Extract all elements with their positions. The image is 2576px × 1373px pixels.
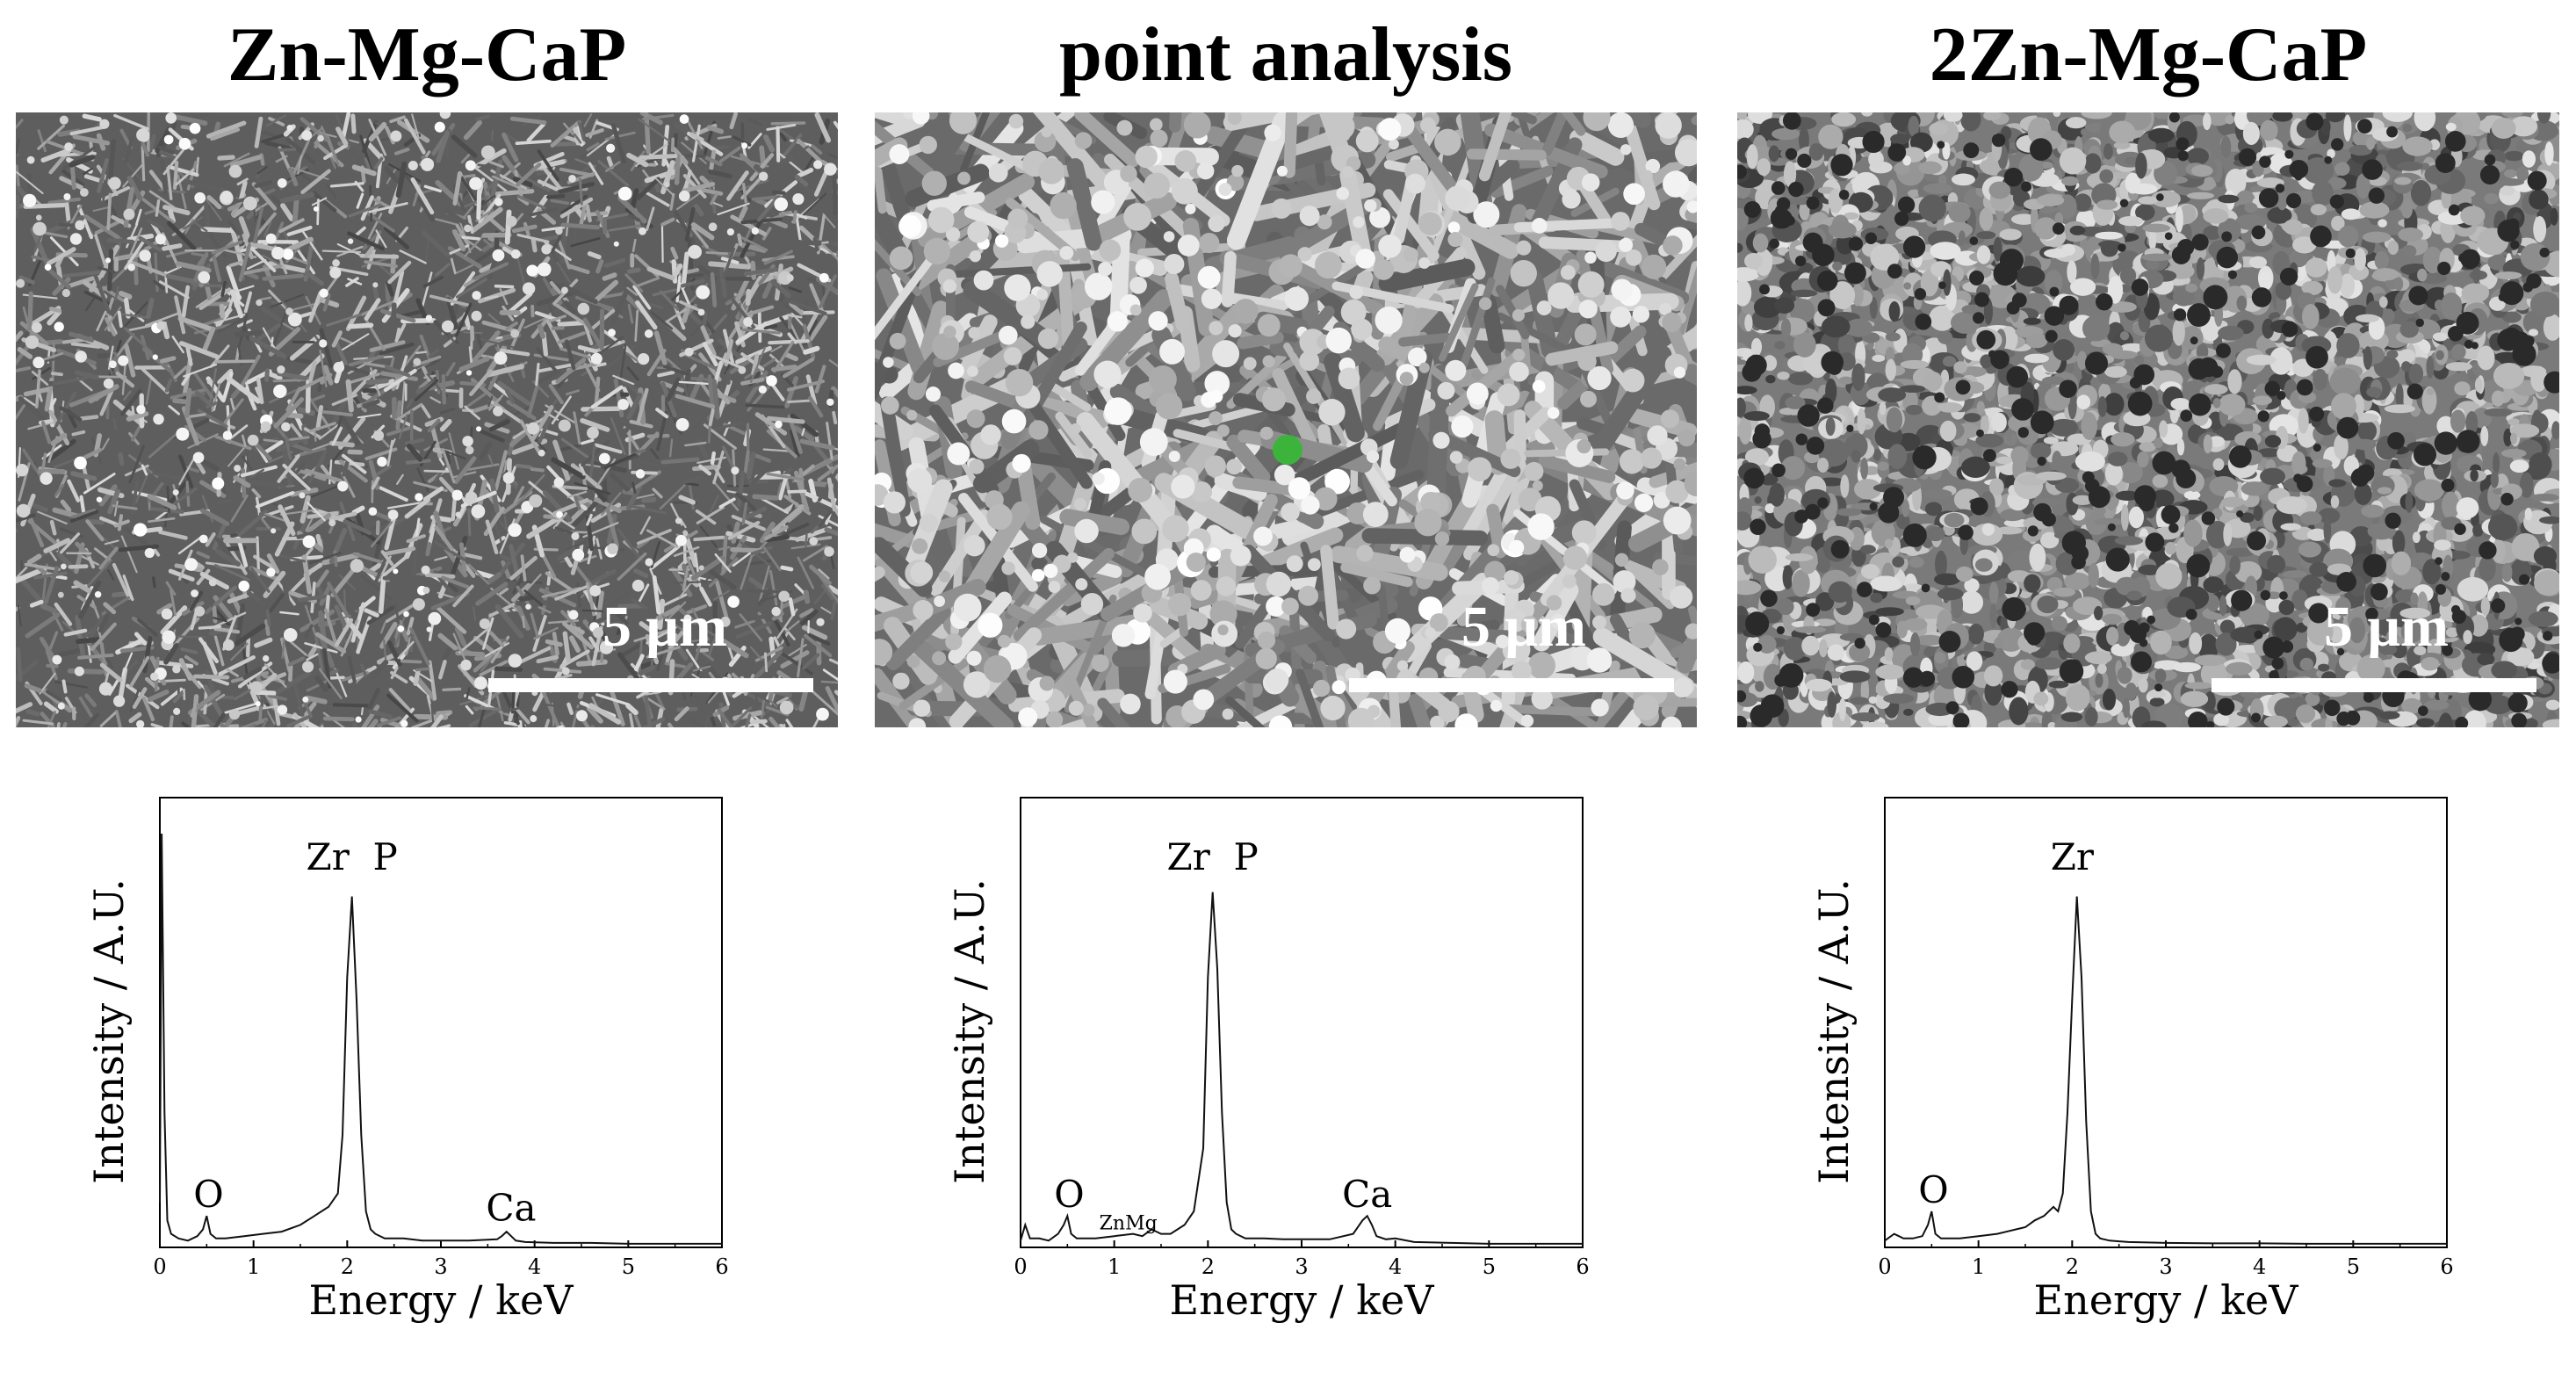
x-tick-label-0: 0 <box>153 1254 166 1279</box>
x-tick-label-4: 4 <box>2253 1254 2266 1279</box>
scale-bar-label-3: 5 μm <box>2324 595 2449 659</box>
x-tick-label-4: 4 <box>1389 1254 1402 1279</box>
analysis-point-marker <box>1273 435 1302 465</box>
sem-texture-3 <box>1737 112 2559 727</box>
eds-spectrum-1: 0 1 2 3 4 5 6 Energy / keV Intensity / A.U. O Zr P… <box>61 773 747 1366</box>
x-tick-label-1: 1 <box>247 1254 260 1279</box>
spectrum-line-1 <box>159 833 722 1245</box>
panel-title-3: 2Zn-Mg-CaP <box>1929 12 2368 98</box>
x-tick-label-2: 2 <box>2066 1254 2079 1279</box>
sem-texture-1 <box>16 112 838 727</box>
y-axis-label: Intensity / A.U. <box>1810 878 1858 1184</box>
x-tick-label-6: 6 <box>715 1254 728 1279</box>
sem-image-3: 5 μm <box>1737 112 2559 727</box>
sem-image-1: 5 μm <box>16 112 838 727</box>
eds-spectrum-svg-2: 0 1 2 3 4 5 6 Energy / keV Intensity / A.U. O ZnMg… <box>946 797 1590 1324</box>
eds-spectrum-svg-1: 0 1 2 3 4 5 6 Energy / keV Intensity / A.U. O Zr P… <box>85 797 729 1324</box>
spectrum-line-1 <box>1884 896 2447 1245</box>
spectrum-line-1 <box>1020 892 1583 1245</box>
sem-texture-marks <box>1737 112 2559 727</box>
panel-title-2: point analysis <box>1059 12 1512 98</box>
x-tick-label-5: 5 <box>622 1254 635 1279</box>
y-axis-label: Intensity / A.U. <box>85 878 133 1184</box>
plot-frame <box>1020 797 1584 1248</box>
x-axis-label: Energy / keV <box>1170 1276 1435 1324</box>
peak-label-zr-p: Zr P <box>1167 835 1259 878</box>
peak-label-zr-p: Zr P <box>307 835 398 878</box>
eds-spectrum-2: 0 1 2 3 4 5 6 Energy / keV Intensity / A.U. O ZnMg… <box>922 773 1607 1366</box>
x-axis-label: Energy / keV <box>2034 1276 2299 1324</box>
scale-bar-3 <box>2212 678 2536 692</box>
x-tick-label-3: 3 <box>434 1254 447 1279</box>
plot-frame <box>1884 797 2448 1248</box>
x-axis-label: Energy / keV <box>309 1276 574 1324</box>
x-tick-label-5: 5 <box>1483 1254 1496 1279</box>
x-tick-label-5: 5 <box>2347 1254 2360 1279</box>
y-axis-label: Intensity / A.U. <box>946 878 993 1184</box>
x-tick-label-0: 0 <box>1014 1254 1027 1279</box>
x-tick-label-2: 2 <box>1201 1254 1215 1279</box>
x-tick-label-1: 1 <box>1972 1254 1985 1279</box>
peak-label-ca: Ca <box>1342 1173 1392 1216</box>
scale-bar-2 <box>1349 678 1674 692</box>
peak-label-o: O <box>1054 1173 1084 1216</box>
x-tick-label-0: 0 <box>1878 1254 1891 1279</box>
x-tick-label-3: 3 <box>2159 1254 2172 1279</box>
sem-texture-marks <box>16 112 838 727</box>
x-tick-label-3: 3 <box>1295 1254 1308 1279</box>
x-tick-label-4: 4 <box>528 1254 541 1279</box>
sem-image-2: 5 μm <box>875 112 1697 727</box>
eds-spectrum-3: 0 1 2 3 4 5 6 Energy / keV Intensity / A.U. O Zr <box>1786 773 2471 1366</box>
eds-spectrum-svg-3: 0 1 2 3 4 5 6 Energy / keV Intensity / A.U. O Zr <box>1810 797 2454 1324</box>
panel-title-1: Zn-Mg-CaP <box>227 12 627 98</box>
peak-label-o: O <box>1918 1168 1948 1211</box>
x-tick-label-6: 6 <box>1576 1254 1589 1279</box>
x-tick-label-1: 1 <box>1108 1254 1121 1279</box>
plot-frame <box>159 797 723 1248</box>
x-tick-label-2: 2 <box>341 1254 354 1279</box>
peak-label-o: O <box>193 1173 223 1216</box>
scale-bar-label-2: 5 μm <box>1461 595 1586 659</box>
peak-label-zr: Zr <box>2051 835 2095 878</box>
peak-label-znmg: ZnMg <box>1100 1213 1158 1235</box>
x-tick-label-6: 6 <box>2440 1254 2453 1279</box>
peak-label-ca: Ca <box>486 1186 536 1229</box>
scale-bar-label-1: 5 μm <box>603 595 727 659</box>
scale-bar-1 <box>488 678 813 692</box>
